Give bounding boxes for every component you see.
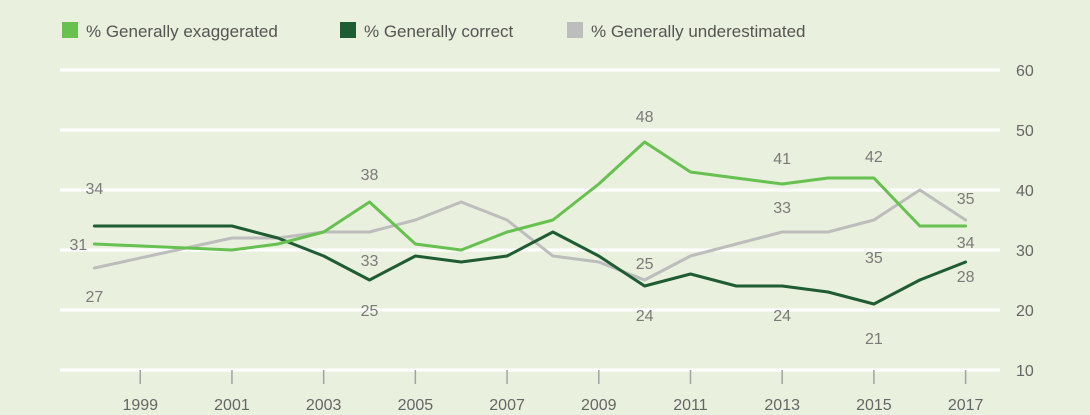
data-label-8: 24: [636, 308, 654, 325]
legend-swatch-2: [567, 22, 583, 38]
x-tick-label-2007: 2007: [489, 397, 525, 414]
data-label-13: 35: [865, 250, 883, 267]
x-tick-label-1999: 1999: [122, 397, 158, 414]
data-label-9: 41: [773, 151, 791, 168]
y-tick-label-60: 60: [1016, 63, 1034, 80]
y-tick-label-10: 10: [1016, 363, 1034, 380]
series-line-0: [92, 140, 968, 252]
data-label-5: 25: [361, 303, 379, 320]
data-label-2: 27: [85, 289, 103, 306]
x-tick-label-2017: 2017: [948, 397, 984, 414]
data-label-15: 35: [957, 191, 975, 208]
legend-label-2: % Generally underestimated: [591, 22, 806, 41]
x-tick-label-2015: 2015: [856, 397, 892, 414]
y-tick-label-40: 40: [1016, 183, 1034, 200]
x-tick-label-2009: 2009: [581, 397, 617, 414]
series-lines: [92, 140, 968, 306]
legend-swatch-1: [340, 22, 356, 38]
data-label-11: 24: [773, 308, 791, 325]
y-axis: 10 20 30 40 50 60: [1016, 63, 1034, 380]
series-line-2: [92, 188, 968, 282]
data-label-6: 48: [636, 109, 654, 126]
data-label-4: 33: [361, 253, 379, 270]
data-label-12: 42: [865, 149, 883, 166]
data-label-1: 31: [69, 237, 87, 254]
data-label-10: 33: [773, 200, 791, 217]
x-tick-label-2003: 2003: [306, 397, 342, 414]
data-label-16: 34: [957, 235, 975, 252]
x-tick-label-2013: 2013: [764, 397, 800, 414]
y-tick-label-50: 50: [1016, 123, 1034, 140]
data-label-17: 28: [957, 269, 975, 286]
x-tick-label-2011: 2011: [673, 397, 708, 414]
x-tick-label-2005: 2005: [398, 397, 434, 414]
data-label-14: 21: [865, 331, 883, 348]
x-axis: 1999 2001 2003 2005 2007 2009 2011 2013 2015 2017: [122, 370, 984, 414]
data-label-7: 25: [636, 256, 654, 273]
legend-label-1: % Generally correct: [364, 22, 514, 41]
data-label-3: 38: [361, 167, 379, 184]
y-tick-label-20: 20: [1016, 303, 1034, 320]
data-labels: 34 31 27 38 33 25 48 25 24 41 33 24 42 35 21 35 34 28: [69, 109, 974, 348]
legend: % Generally exaggerated % Generally corre…: [62, 22, 806, 41]
data-label-0: 34: [85, 181, 103, 198]
gridlines: [60, 68, 1000, 372]
legend-label-0: % Generally exaggerated: [86, 22, 278, 41]
y-tick-label-30: 30: [1016, 243, 1034, 260]
series-line-1: [92, 224, 968, 306]
x-tick-label-2001: 2001: [214, 397, 250, 414]
legend-swatch-0: [62, 22, 78, 38]
